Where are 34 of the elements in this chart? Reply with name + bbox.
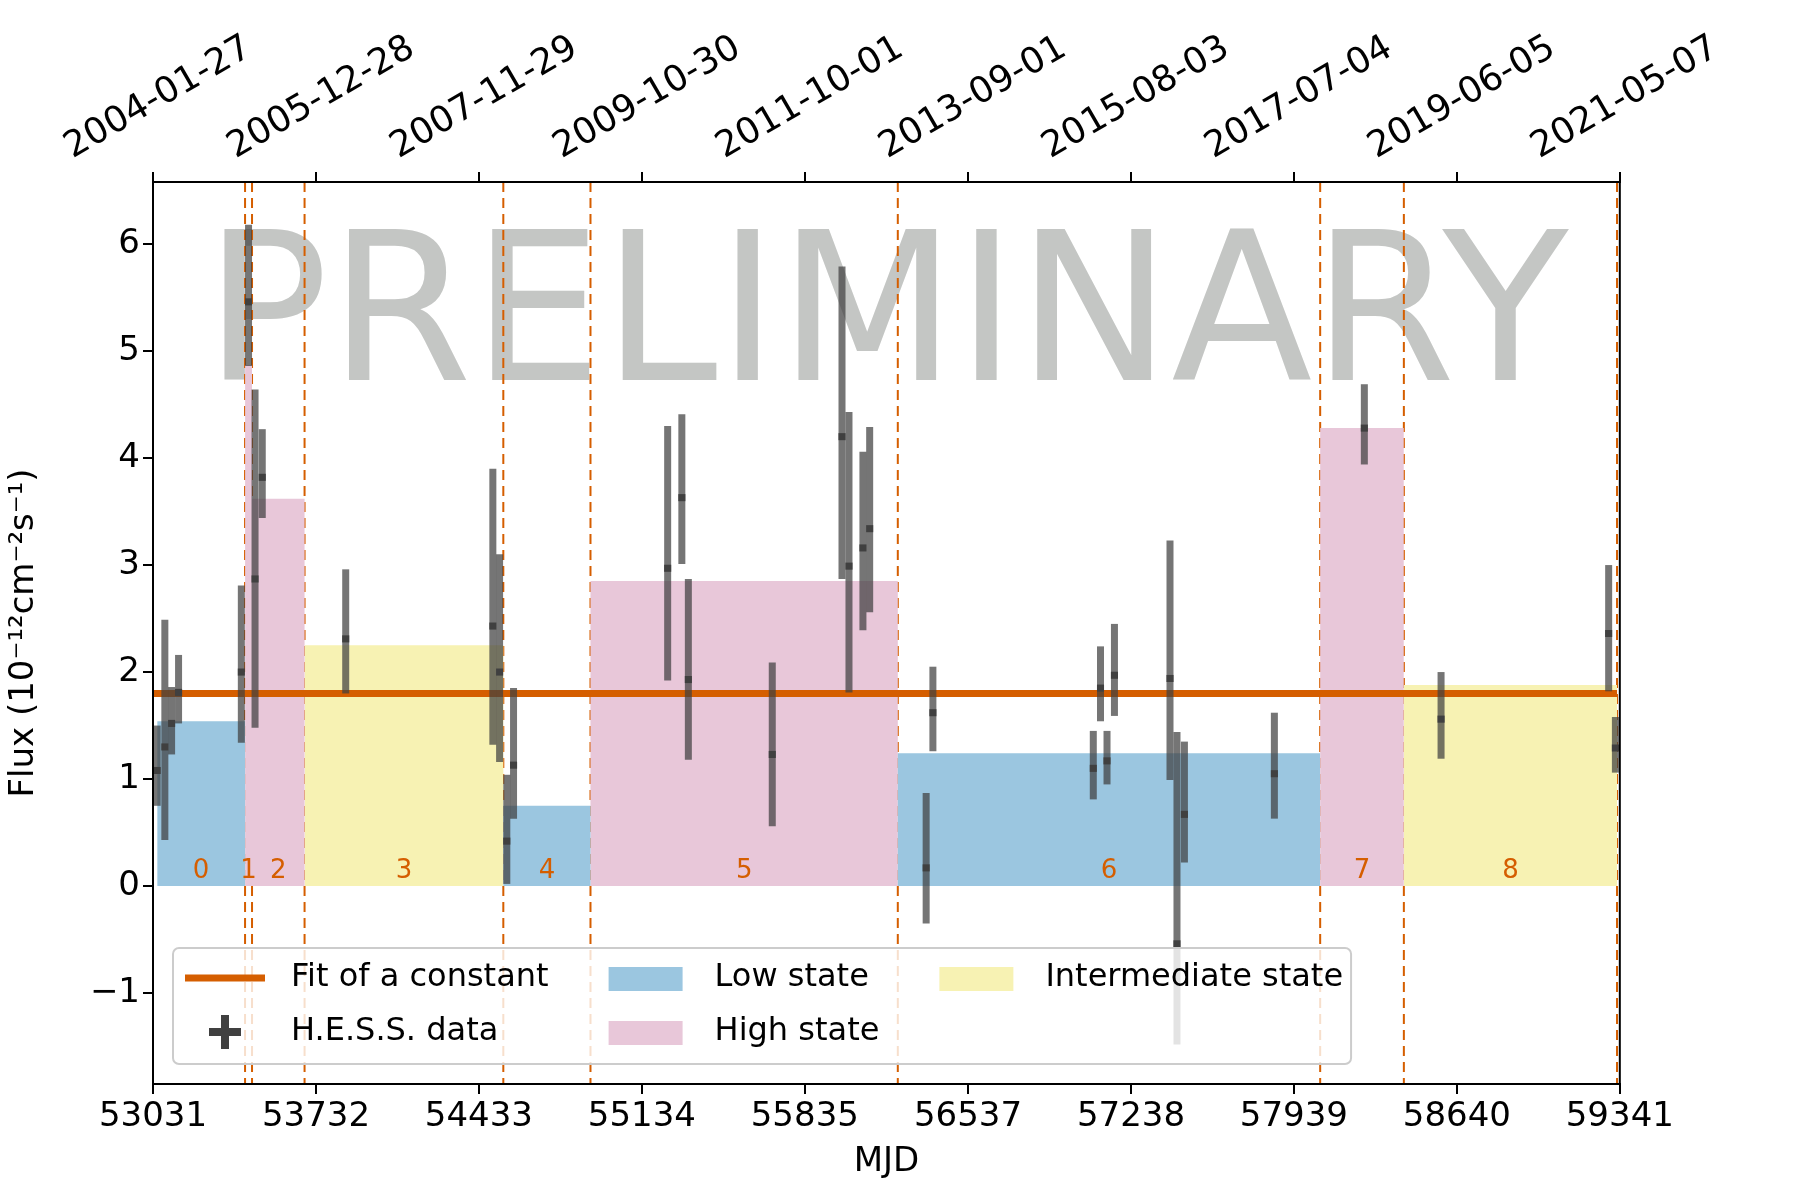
y-tick-label: 2 bbox=[118, 648, 140, 689]
y-tick-label: 1 bbox=[118, 755, 140, 796]
x-tick-label: 57238 bbox=[1076, 1094, 1186, 1135]
x-tick-label: 56537 bbox=[913, 1094, 1023, 1135]
annotation: 4 bbox=[538, 853, 556, 884]
annotation: 7 bbox=[1353, 853, 1371, 884]
x-tick-label: 57939 bbox=[1239, 1094, 1348, 1135]
annotation: 1 bbox=[240, 853, 257, 884]
annotation: 6 bbox=[1100, 853, 1118, 884]
x-tick-label: 55134 bbox=[587, 1094, 696, 1135]
x-tick-label: 53031 bbox=[98, 1094, 208, 1135]
annotation: 8 bbox=[1502, 853, 1519, 884]
x-tick-label: 58640 bbox=[1402, 1094, 1511, 1135]
y-tick-label: −1 bbox=[89, 969, 140, 1010]
y-tick-label: 5 bbox=[118, 327, 140, 368]
x-tick-label: 59341 bbox=[1565, 1094, 1674, 1135]
y-axis-title: Flux (10⁻¹²cm⁻²s⁻¹) bbox=[1, 468, 42, 798]
legend-label: Intermediate state bbox=[1045, 956, 1344, 995]
annotation: 5 bbox=[735, 853, 753, 884]
annotation: 3 bbox=[395, 853, 413, 884]
legend-label: H.E.S.S. data bbox=[291, 1010, 499, 1049]
legend-label: High state bbox=[714, 1010, 880, 1049]
y-tick-label: 3 bbox=[118, 541, 140, 582]
y-tick-label: 0 bbox=[118, 862, 140, 903]
legend-label: Low state bbox=[714, 956, 869, 995]
legend-label: Fit of a constant bbox=[291, 956, 549, 995]
y-tick-label: 6 bbox=[118, 220, 140, 261]
x-tick-label: 53732 bbox=[261, 1094, 371, 1135]
x-tick-label: 54433 bbox=[424, 1094, 533, 1135]
annotation: 2 bbox=[270, 853, 287, 884]
annotation: 0 bbox=[192, 853, 210, 884]
y-tick-label: 4 bbox=[118, 434, 140, 475]
x-axis-title: MJD bbox=[853, 1139, 920, 1180]
x-tick-label: 55835 bbox=[750, 1094, 859, 1135]
